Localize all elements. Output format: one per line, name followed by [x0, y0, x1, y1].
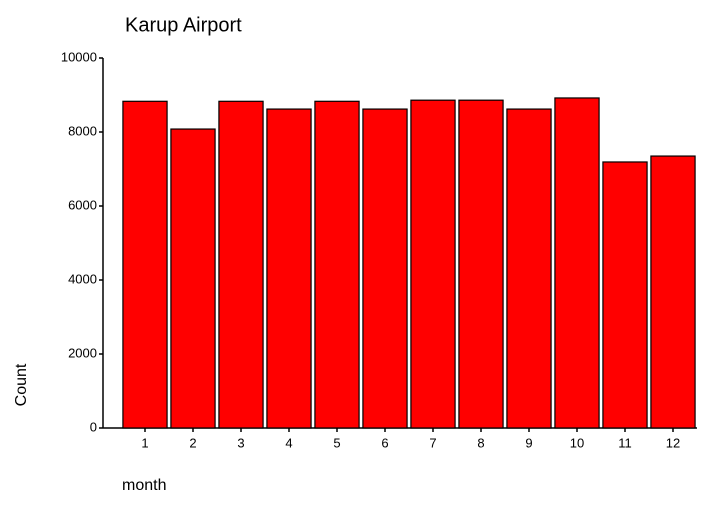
x-tick-label: 12 [666, 435, 680, 450]
bar [122, 100, 168, 429]
bar [170, 128, 216, 429]
x-tick-label: 5 [333, 435, 340, 450]
x-tick-label: 1 [141, 435, 148, 450]
x-tick-label: 2 [189, 435, 196, 450]
bar [218, 100, 264, 429]
y-tick-label: 8000 [68, 123, 97, 138]
y-tick-label: 4000 [68, 271, 97, 286]
x-axis-title: month [122, 477, 166, 494]
bar [266, 108, 312, 429]
x-tick-label: 6 [381, 435, 388, 450]
y-tick-label: 2000 [68, 345, 97, 360]
bar [650, 155, 696, 429]
x-tick-label: 10 [570, 435, 584, 450]
chart-title: Karup Airport [125, 14, 242, 36]
x-tick-label: 3 [237, 435, 244, 450]
bar [506, 108, 552, 429]
x-tick-label: 4 [285, 435, 292, 450]
x-tick-label: 11 [618, 435, 632, 450]
bar [410, 99, 456, 429]
bar [602, 161, 648, 429]
x-tick-label: 8 [477, 435, 484, 450]
bar [314, 100, 360, 429]
x-tick-label: 7 [429, 435, 436, 450]
y-axis-title: Count [13, 363, 30, 406]
bar [362, 108, 408, 429]
y-tick-label: 6000 [68, 197, 97, 212]
bar [458, 99, 504, 429]
y-tick-label: 0 [90, 419, 97, 434]
bar [554, 97, 600, 429]
y-tick-label: 10000 [61, 49, 97, 64]
x-tick-label: 9 [525, 435, 532, 450]
